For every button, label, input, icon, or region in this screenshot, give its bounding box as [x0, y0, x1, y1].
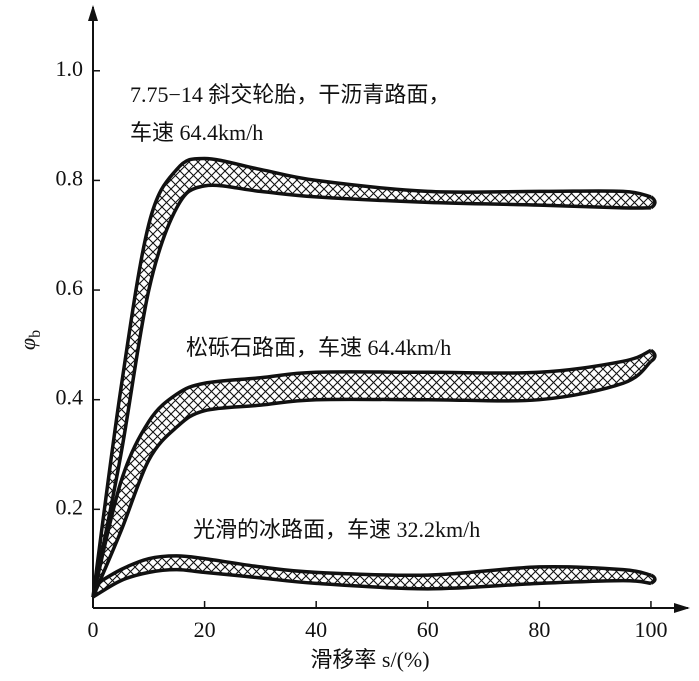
band-lower — [91, 183, 651, 598]
band-upper — [92, 554, 652, 588]
x-arrow — [674, 603, 690, 613]
band-fill — [93, 158, 655, 598]
series-annotation: 车速 64.4km/h — [130, 120, 263, 145]
y-axis-label: φb — [15, 330, 44, 350]
y-tick-label: 0.4 — [56, 385, 84, 410]
x-tick-label: 20 — [194, 617, 216, 642]
band-cap — [649, 348, 657, 363]
band-lower — [92, 567, 652, 599]
y-label-sub: b — [27, 330, 44, 338]
y-tick-label: 0.8 — [56, 165, 84, 190]
x-tick-label: 100 — [634, 617, 667, 642]
band-cap — [650, 573, 657, 585]
y-tick-label: 1.0 — [56, 56, 84, 81]
y-label-main: φ — [15, 338, 40, 350]
y-tick-label: 0.6 — [56, 275, 84, 300]
y-arrow — [88, 5, 98, 21]
band-upper — [91, 348, 652, 598]
band-cap — [649, 195, 657, 210]
y-tick-label: 0.2 — [56, 494, 84, 519]
band-upper — [91, 156, 652, 598]
x-tick-label: 40 — [305, 617, 327, 642]
series-annotation: 松砾石路面，车速 64.4km/h — [186, 335, 451, 360]
x-tick-label: 0 — [88, 617, 99, 642]
x-tick-label: 60 — [417, 617, 439, 642]
series-annotation: 光滑的冰路面，车速 32.2km/h — [193, 517, 480, 542]
x-axis-label: 滑移率 s/(%) — [310, 647, 429, 672]
x-tick-label: 80 — [528, 617, 550, 642]
band-lower — [91, 359, 653, 598]
band-fill — [93, 555, 655, 598]
band-fill — [93, 350, 655, 598]
series-annotation: 7.75−14 斜交轮胎，干沥青路面， — [130, 82, 450, 107]
